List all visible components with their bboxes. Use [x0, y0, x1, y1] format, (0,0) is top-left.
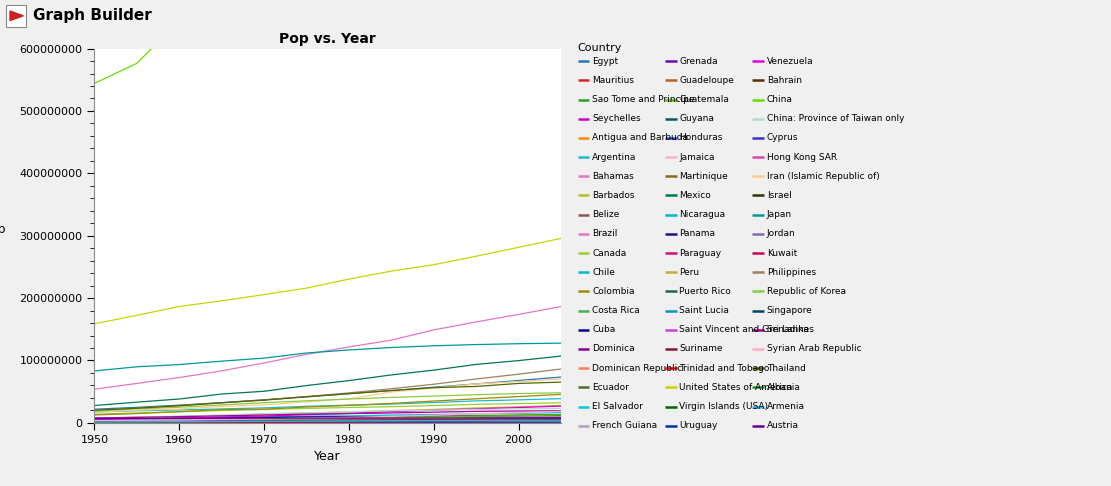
- Text: Mauritius: Mauritius: [592, 76, 634, 85]
- Text: Israel: Israel: [767, 191, 791, 200]
- Text: Philippines: Philippines: [767, 268, 815, 277]
- X-axis label: Year: Year: [314, 450, 341, 463]
- Text: Belize: Belize: [592, 210, 620, 219]
- Text: United States of America: United States of America: [680, 383, 793, 392]
- Text: Chile: Chile: [592, 268, 615, 277]
- Text: China: China: [767, 95, 792, 104]
- Text: Japan: Japan: [767, 210, 792, 219]
- Y-axis label: Pop: Pop: [0, 223, 6, 236]
- Text: Guatemala: Guatemala: [680, 95, 729, 104]
- Text: Sao Tome and Principe: Sao Tome and Principe: [592, 95, 694, 104]
- Text: Canada: Canada: [592, 248, 627, 258]
- Text: Puerto Rico: Puerto Rico: [680, 287, 731, 296]
- Text: Mexico: Mexico: [680, 191, 711, 200]
- Text: Martinique: Martinique: [680, 172, 728, 181]
- Text: Guadeloupe: Guadeloupe: [680, 76, 734, 85]
- Text: China: Province of Taiwan only: China: Province of Taiwan only: [767, 114, 904, 123]
- Text: Iran (Islamic Republic of): Iran (Islamic Republic of): [767, 172, 880, 181]
- Text: Brazil: Brazil: [592, 229, 618, 238]
- Text: Honduras: Honduras: [680, 133, 723, 142]
- Text: Cuba: Cuba: [592, 325, 615, 334]
- Text: Bahrain: Bahrain: [767, 76, 802, 85]
- Text: Bahamas: Bahamas: [592, 172, 634, 181]
- FancyBboxPatch shape: [6, 5, 26, 27]
- Text: Panama: Panama: [680, 229, 715, 238]
- Text: Cyprus: Cyprus: [767, 133, 798, 142]
- Text: El Salvador: El Salvador: [592, 402, 643, 411]
- Text: Albania: Albania: [767, 383, 801, 392]
- Polygon shape: [10, 11, 23, 20]
- Text: Dominican Republic: Dominican Republic: [592, 364, 682, 373]
- Text: Kuwait: Kuwait: [767, 248, 797, 258]
- Text: Dominica: Dominica: [592, 345, 634, 353]
- Text: Venezuela: Venezuela: [767, 57, 813, 66]
- Text: Trinidad and Tobago: Trinidad and Tobago: [680, 364, 770, 373]
- Text: Syrian Arab Republic: Syrian Arab Republic: [767, 345, 861, 353]
- Text: Barbados: Barbados: [592, 191, 634, 200]
- Text: Suriname: Suriname: [680, 345, 723, 353]
- Text: Saint Lucia: Saint Lucia: [680, 306, 729, 315]
- Text: Uruguay: Uruguay: [680, 421, 718, 430]
- Text: Ecuador: Ecuador: [592, 383, 629, 392]
- Text: Sri Lanka: Sri Lanka: [767, 325, 809, 334]
- Text: Thailand: Thailand: [767, 364, 805, 373]
- Text: Colombia: Colombia: [592, 287, 634, 296]
- Text: Guyana: Guyana: [680, 114, 714, 123]
- Text: Saint Vincent and Grenadines: Saint Vincent and Grenadines: [680, 325, 814, 334]
- Text: Paraguay: Paraguay: [680, 248, 721, 258]
- Text: Peru: Peru: [680, 268, 700, 277]
- Text: Costa Rica: Costa Rica: [592, 306, 640, 315]
- Text: Virgin Islands (USA): Virgin Islands (USA): [680, 402, 769, 411]
- Title: Pop vs. Year: Pop vs. Year: [279, 32, 377, 46]
- Text: Grenada: Grenada: [680, 57, 718, 66]
- Text: Antigua and Barbuda: Antigua and Barbuda: [592, 133, 688, 142]
- Text: French Guiana: French Guiana: [592, 421, 658, 430]
- Text: Singapore: Singapore: [767, 306, 812, 315]
- Text: Hong Kong SAR: Hong Kong SAR: [767, 153, 837, 161]
- Text: Seychelles: Seychelles: [592, 114, 641, 123]
- Text: Graph Builder: Graph Builder: [33, 8, 152, 23]
- Text: Jamaica: Jamaica: [680, 153, 714, 161]
- Text: Republic of Korea: Republic of Korea: [767, 287, 845, 296]
- Text: Country: Country: [578, 43, 622, 53]
- Text: Nicaragua: Nicaragua: [680, 210, 725, 219]
- Text: Argentina: Argentina: [592, 153, 637, 161]
- Text: Austria: Austria: [767, 421, 799, 430]
- Text: Jordan: Jordan: [767, 229, 795, 238]
- Text: Armenia: Armenia: [767, 402, 804, 411]
- Text: Egypt: Egypt: [592, 57, 618, 66]
